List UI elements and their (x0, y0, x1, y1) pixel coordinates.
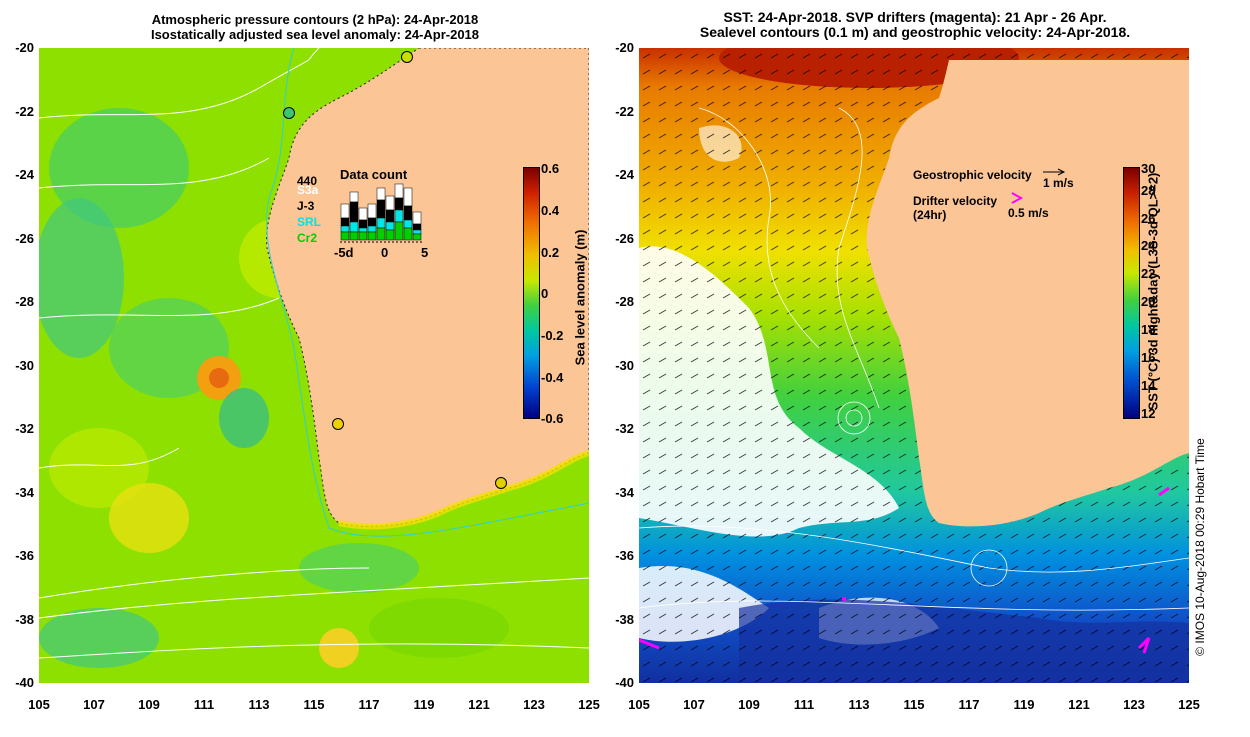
left-title-line2: Isostatically adjusted sea level anomaly… (150, 27, 480, 42)
sst-map (639, 48, 1189, 683)
imos-credit: © IMOS 10-Aug-2018 00:29 Hobart Time (1193, 438, 1207, 656)
geostrophic-scale-arrow-icon (1043, 168, 1066, 176)
left-xtick: 111 (193, 697, 215, 712)
right-xtick: 111 (793, 697, 815, 712)
sat-label-s3a: S3a (297, 183, 319, 197)
right-ytick: -24 (615, 167, 634, 182)
right-xtick: 117 (958, 697, 980, 712)
left-xtick: 125 (578, 697, 600, 712)
drifter-velocity-label: Drifter velocity (913, 194, 998, 208)
sla-cbar-tick: -0.6 (541, 411, 564, 426)
geostrophic-velocity-label: Geostrophic velocity (913, 168, 1032, 182)
sla-colorbar-label: Sea level anomaly (m) (572, 229, 588, 366)
left-xtick: 121 (468, 697, 490, 712)
right-xtick: 113 (848, 697, 870, 712)
left-panel-title: Atmospheric pressure contours (2 hPa): 2… (40, 12, 590, 42)
left-xtick: 119 (413, 697, 435, 712)
sst-cbar-tick: 12 (1141, 406, 1156, 421)
sla-cbar-tick: 0.2 (541, 245, 560, 260)
left-ytick: -24 (15, 167, 34, 182)
geostrophic-scale-label: 1 m/s (1043, 176, 1074, 190)
right-xtick: 123 (1123, 697, 1145, 712)
left-xtick: 105 (28, 697, 50, 712)
left-ytick: -22 (15, 104, 34, 119)
right-title-line1: SST: 24-Apr-2018. SVP drifters (magenta)… (723, 9, 1107, 25)
left-xtick: 115 (303, 697, 325, 712)
left-xtick: 109 (138, 697, 160, 712)
right-ytick: -36 (615, 548, 634, 563)
sla-map-graphic (39, 48, 589, 683)
right-ytick: -40 (615, 675, 634, 690)
left-ytick: -36 (15, 548, 34, 563)
histogram-xtick-minus5: -5d (334, 245, 354, 260)
sst-cbar-tick: 20 (1141, 294, 1156, 309)
right-ytick: -26 (615, 231, 634, 246)
left-xtick: 123 (523, 697, 545, 712)
right-title-line2: Sealevel contours (0.1 m) and geostrophi… (699, 24, 1131, 40)
sst-cbar-tick: 14 (1141, 378, 1156, 393)
left-ytick: -20 (15, 40, 34, 55)
sst-cbar-tick: 16 (1141, 350, 1156, 365)
right-ytick: -30 (615, 358, 634, 373)
right-xtick: 109 (738, 697, 760, 712)
right-ytick: -34 (615, 485, 634, 500)
sst-colorbar (1123, 167, 1140, 419)
left-ytick: -26 (15, 231, 34, 246)
right-xtick: 125 (1178, 697, 1200, 712)
sla-cbar-tick: 0.6 (541, 161, 560, 176)
right-panel-title: SST: 24-Apr-2018. SVP drifters (magenta)… (640, 10, 1190, 40)
drifter-scale-label: 0.5 m/s (1008, 206, 1049, 220)
left-xtick: 117 (358, 697, 380, 712)
sla-cbar-tick: -0.4 (541, 370, 564, 385)
right-xtick: 119 (1013, 697, 1035, 712)
sst-cbar-tick: 26 (1141, 211, 1156, 226)
left-xtick: 113 (248, 697, 270, 712)
drifter-velocity-sublabel: (24hr) (913, 208, 947, 222)
sst-cbar-tick: 18 (1141, 322, 1156, 337)
left-ytick: -28 (15, 294, 34, 309)
sst-colorbar-label: SST (°C) 3d night&day (L3S-3d QL>=2) (1145, 172, 1161, 411)
data-count-histogram (340, 183, 424, 243)
sst-map-graphic (639, 48, 1189, 683)
data-count-title: Data count (340, 167, 408, 182)
right-ytick: -22 (615, 104, 634, 119)
left-ytick: -38 (15, 612, 34, 627)
right-ytick: -38 (615, 612, 634, 627)
right-xtick: 121 (1068, 697, 1090, 712)
left-ytick: -32 (15, 421, 34, 436)
drifter-scale-arrow-icon (1011, 192, 1024, 204)
left-ytick: -30 (15, 358, 34, 373)
left-xtick: 107 (83, 697, 105, 712)
sst-cbar-tick: 22 (1141, 266, 1156, 281)
data-count-total: 440 (297, 174, 318, 188)
sla-colorbar (523, 167, 540, 419)
left-ytick: -40 (15, 675, 34, 690)
sat-label-j3: J-3 (297, 199, 315, 213)
sea-level-anomaly-map (39, 48, 589, 683)
sla-cbar-tick: -0.2 (541, 328, 564, 343)
sst-cbar-tick: 24 (1141, 238, 1156, 253)
right-xtick: 115 (903, 697, 925, 712)
sat-label-cr2: Cr2 (297, 231, 318, 245)
sst-cbar-tick: 30 (1141, 161, 1156, 176)
left-title-line1: Atmospheric pressure contours (2 hPa): 2… (151, 12, 479, 27)
sst-cbar-tick: 28 (1141, 183, 1156, 198)
left-ytick: -34 (15, 485, 34, 500)
right-xtick: 105 (628, 697, 650, 712)
right-xtick: 107 (683, 697, 705, 712)
sla-cbar-tick: 0.4 (541, 203, 560, 218)
sla-cbar-tick: 0 (541, 286, 549, 301)
right-ytick: -20 (615, 40, 634, 55)
sat-label-srl: SRL (297, 215, 321, 229)
histogram-xtick-5: 5 (421, 245, 429, 260)
right-ytick: -32 (615, 421, 634, 436)
right-ytick: -28 (615, 294, 634, 309)
histogram-xtick-0: 0 (381, 245, 389, 260)
